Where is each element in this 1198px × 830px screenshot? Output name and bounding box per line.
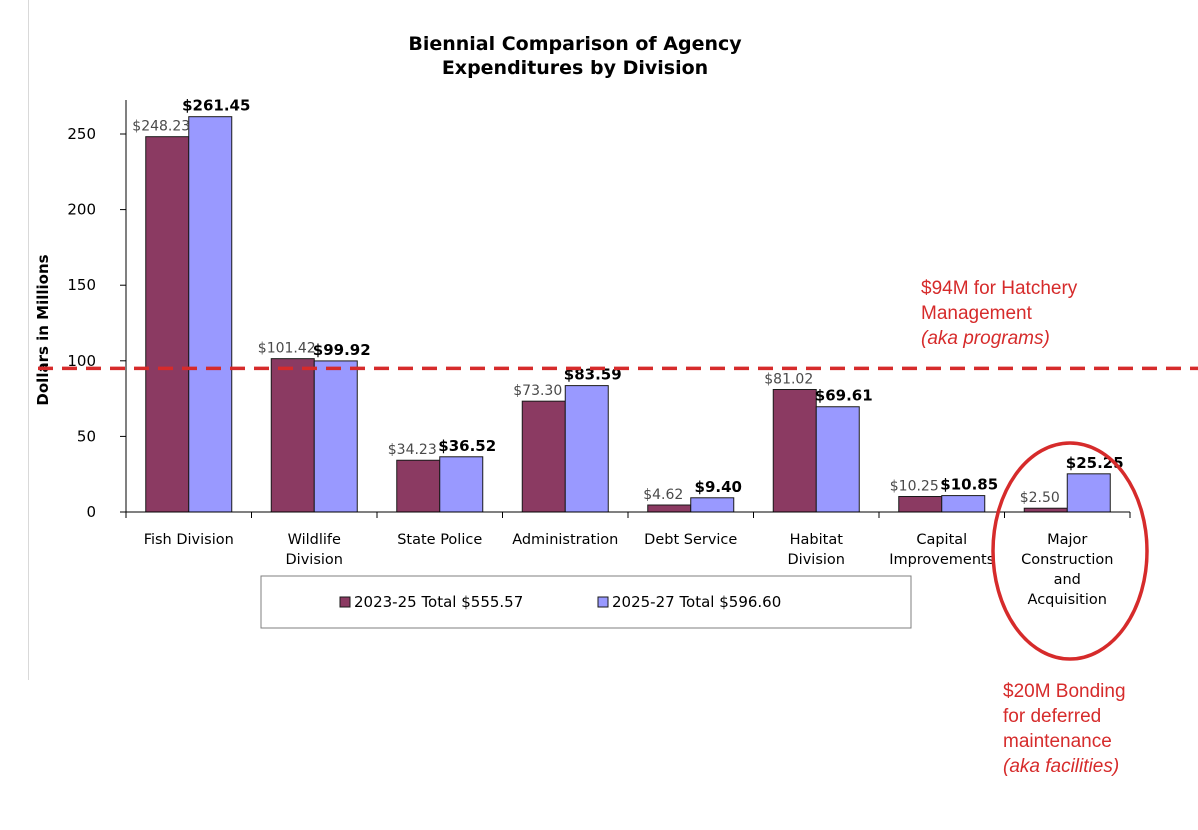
data-label-series0-cat2: $34.23 <box>388 442 437 458</box>
data-label-series1-cat5: $69.61 <box>815 387 873 405</box>
bar-series1-cat6 <box>941 495 986 513</box>
y-tick-label: 100 <box>67 352 96 370</box>
legend-swatch-1 <box>597 596 609 608</box>
y-tick-label: 50 <box>77 427 96 445</box>
highlight-ellipse <box>991 441 1149 661</box>
y-tick-label: 0 <box>86 503 96 521</box>
y-tick-label: 200 <box>67 201 96 219</box>
bar-series0-cat5 <box>772 388 817 513</box>
legend-label-1: 2025-27 Total $596.60 <box>612 593 781 611</box>
data-label-series1-cat6: $10.85 <box>940 476 998 494</box>
x-tick-label-0: Fish Division <box>144 532 234 548</box>
bar-series1-cat3 <box>564 385 609 513</box>
x-tick-label-4: Debt Service <box>644 532 737 548</box>
frame-border <box>28 0 29 680</box>
data-label-series1-cat0: $261.45 <box>182 97 250 115</box>
y-tick-label: 150 <box>67 276 96 294</box>
chart-title-line-1: Expenditures by Division <box>442 57 708 79</box>
bar-series0-cat4 <box>647 504 692 513</box>
y-axis: 0 50 100 150 200 250 Dollars in Millions <box>34 100 127 521</box>
data-label-series0-cat3: $73.30 <box>513 383 562 399</box>
x-tick-label-2: State Police <box>397 532 482 548</box>
x-tick-label-1: Wildlife Division <box>286 532 343 568</box>
legend-box <box>260 575 912 629</box>
bars <box>145 116 1111 513</box>
x-tick-label-6: Capital Improvements <box>889 532 994 568</box>
y-tick-label: 250 <box>67 125 96 143</box>
bar-series1-cat1 <box>313 360 358 513</box>
chart-title: Biennial Comparison of AgencyExpenditure… <box>408 33 742 79</box>
data-label-series1-cat4: $9.40 <box>695 478 742 496</box>
data-label-series0-cat4: $4.62 <box>643 487 683 503</box>
data-label-series0-cat6: $10.25 <box>890 479 939 495</box>
x-axis: Fish Division Wildlife Division State Polic… <box>125 511 1131 608</box>
bar-series1-cat0 <box>188 116 233 513</box>
legend-swatch-0 <box>339 596 351 608</box>
legend-label-0: 2023-25 Total $555.57 <box>354 593 523 611</box>
data-label-series0-cat0: $248.23 <box>132 119 190 135</box>
bar-series0-cat7 <box>1023 507 1068 513</box>
legend: 2023-25 Total $555.57 2025-27 Total $596.… <box>260 575 912 629</box>
data-label-series0-cat5: $81.02 <box>764 371 813 387</box>
x-tick-label-7: Major Construction and Acquisition <box>1021 532 1113 608</box>
hatchery-annotation: $94M for Hatchery Management (aka programs… <box>921 278 1078 349</box>
bar-series0-cat2 <box>396 459 441 513</box>
chart-title-line-0: Biennial Comparison of Agency <box>408 33 742 55</box>
bonding-annotation: $20M Bonding for deferred maintenance (aka … <box>1003 681 1126 777</box>
data-label-series1-cat1: $99.92 <box>313 341 371 359</box>
x-tick-label-3: Administration <box>512 532 618 548</box>
data-label-series0-cat7: $2.50 <box>1020 490 1060 506</box>
bar-series1-cat5 <box>815 406 860 513</box>
x-tick-label-5: Habitat Division <box>788 532 845 568</box>
annotations: $94M for Hatchery Management (aka programs… <box>921 278 1149 777</box>
bar-series0-cat3 <box>521 400 566 513</box>
bar-series0-cat0 <box>145 136 190 513</box>
data-label-series1-cat3: $83.59 <box>564 366 622 384</box>
data-label-series1-cat2: $36.52 <box>438 437 496 455</box>
y-axis-label: Dollars in Millions <box>34 254 52 405</box>
bar-series1-cat4 <box>690 497 735 513</box>
bar-series0-cat1 <box>270 358 315 513</box>
bar-series0-cat6 <box>898 496 943 513</box>
bar-series1-cat2 <box>439 456 484 513</box>
data-label-series0-cat1: $101.42 <box>258 341 316 357</box>
bar-series1-cat7 <box>1066 473 1111 513</box>
